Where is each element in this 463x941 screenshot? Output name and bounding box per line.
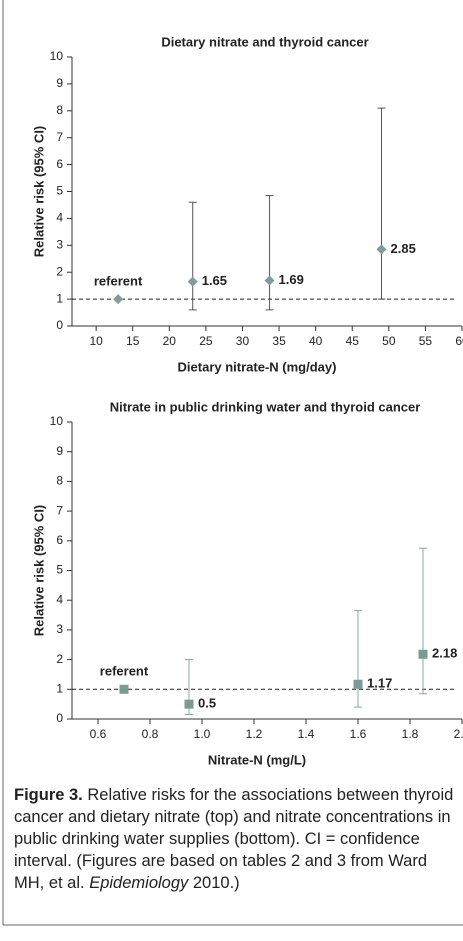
caption-text: Relative risks for the associations betw… <box>14 786 454 892</box>
caption-label: Figure 3. <box>14 786 83 804</box>
y-tick-label: 8 <box>56 474 63 488</box>
point <box>113 294 124 305</box>
caption-text: 2010.) <box>192 874 240 892</box>
y-tick-label: 9 <box>56 444 63 458</box>
x-tick-label: 1.4 <box>298 727 315 741</box>
value-label: 1.65 <box>202 273 227 288</box>
x-tick-label: 2.0 <box>454 727 463 741</box>
x-tick-label: 1.6 <box>350 727 367 741</box>
x-tick-label: 50 <box>382 334 396 348</box>
x-tick-label: 10 <box>89 334 103 348</box>
caption-italic: Epidemiology <box>89 874 189 892</box>
y-axis-label: Relative risk (95% CI) <box>31 126 46 258</box>
y-tick-label: 10 <box>50 49 64 63</box>
chart-title: Dietary nitrate and thyroid cancer <box>161 34 368 49</box>
x-axis-label: Nitrate-N (mg/L) <box>208 752 306 767</box>
x-tick-label: 0.8 <box>142 727 159 741</box>
x-tick-label: 60 <box>455 334 463 348</box>
y-tick-label: 7 <box>56 503 63 517</box>
point <box>184 699 194 709</box>
x-tick-label: 40 <box>309 334 323 348</box>
y-tick-label: 0 <box>56 318 63 332</box>
y-tick-label: 4 <box>56 211 63 225</box>
point <box>353 679 363 689</box>
value-label: 0.5 <box>198 696 216 711</box>
point <box>264 275 275 286</box>
point <box>418 649 428 659</box>
y-tick-label: 7 <box>56 130 63 144</box>
y-tick-label: 8 <box>56 103 63 117</box>
y-tick-label: 5 <box>56 184 63 198</box>
y-tick-label: 2 <box>56 652 63 666</box>
x-tick-label: 45 <box>346 334 360 348</box>
point <box>376 244 387 255</box>
x-tick-label: 55 <box>419 334 433 348</box>
point <box>187 276 198 287</box>
y-tick-label: 1 <box>56 291 63 305</box>
y-tick-label: 6 <box>56 533 63 547</box>
chart-title: Nitrate in public drinking water and thy… <box>110 399 421 414</box>
x-tick-label: 20 <box>163 334 177 348</box>
y-tick-label: 2 <box>56 264 63 278</box>
x-tick-label: 1.0 <box>194 727 211 741</box>
caption: Figure 3. Relative risks for the associa… <box>14 784 454 894</box>
y-tick-label: 1 <box>56 681 63 695</box>
y-axis-label: Relative risk (95% CI) <box>31 505 46 637</box>
y-tick-label: 0 <box>56 711 63 725</box>
y-tick-label: 5 <box>56 563 63 577</box>
x-tick-label: 35 <box>272 334 286 348</box>
y-tick-label: 3 <box>56 622 63 636</box>
referent-label: referent <box>94 274 143 289</box>
x-tick-label: 30 <box>236 334 250 348</box>
referent-label: referent <box>100 664 149 679</box>
y-tick-label: 3 <box>56 237 63 251</box>
value-label: 2.18 <box>432 646 457 661</box>
x-tick-label: 1.2 <box>246 727 263 741</box>
y-tick-label: 4 <box>56 592 63 606</box>
x-tick-label: 15 <box>126 334 140 348</box>
value-label: 1.17 <box>367 676 392 691</box>
y-tick-label: 9 <box>56 76 63 90</box>
y-tick-label: 6 <box>56 157 63 171</box>
x-axis-label: Dietary nitrate-N (mg/day) <box>178 359 337 374</box>
x-tick-label: 25 <box>199 334 213 348</box>
value-label: 2.85 <box>391 241 416 256</box>
point <box>119 684 129 694</box>
x-tick-label: 0.6 <box>90 727 107 741</box>
value-label: 1.69 <box>279 272 304 287</box>
x-tick-label: 1.8 <box>402 727 419 741</box>
y-tick-label: 10 <box>50 414 64 428</box>
